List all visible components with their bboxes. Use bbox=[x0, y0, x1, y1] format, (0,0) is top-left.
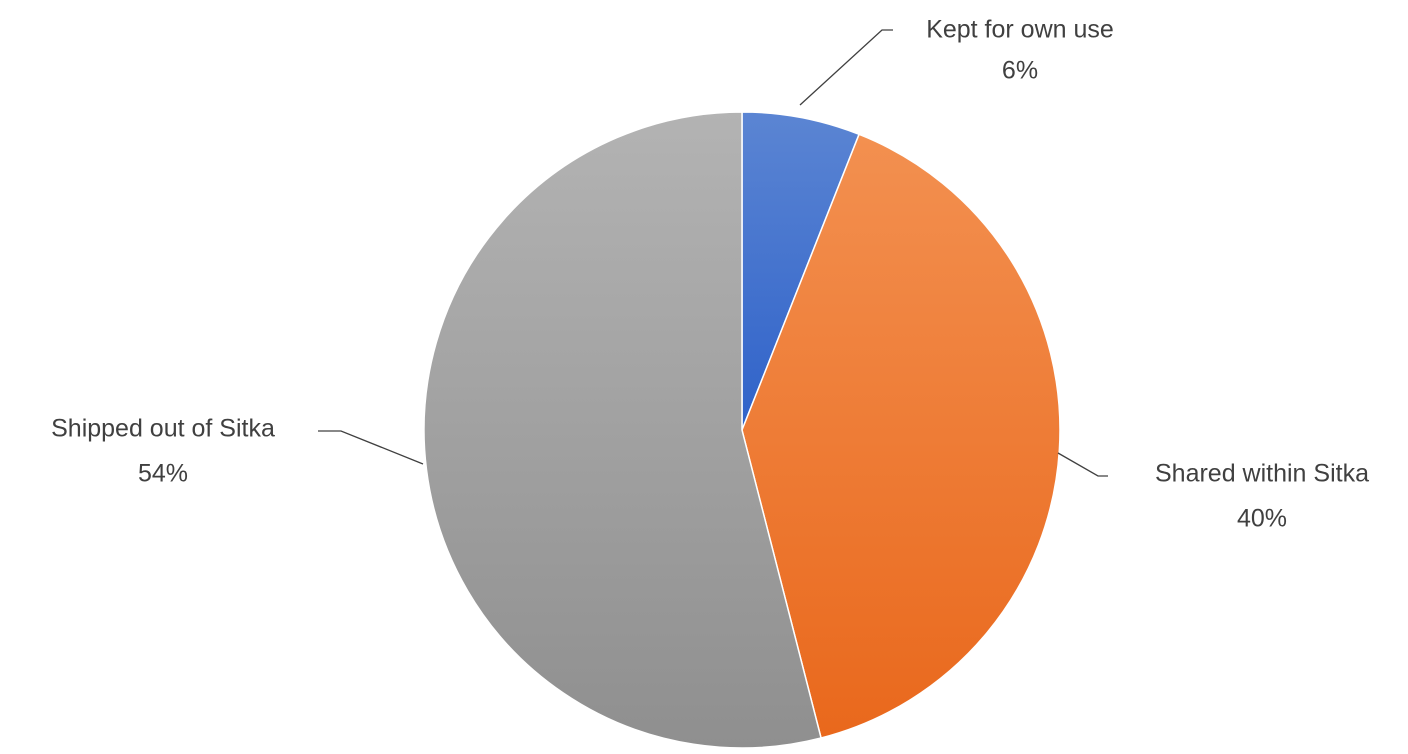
pie-slices bbox=[423, 111, 1061, 749]
slice-label-kept-for-own-use: Kept for own use bbox=[926, 16, 1114, 44]
data-labels: Kept for own use 6% Shared within Sitka 40%… bbox=[51, 16, 1369, 533]
slice-value-shared-within-sitka: 40% bbox=[1237, 505, 1287, 533]
slice-value-kept-for-own-use: 6% bbox=[1002, 57, 1038, 85]
leader-lines bbox=[318, 29, 1108, 477]
pie-slice-shared-within-sitka bbox=[741, 133, 1061, 739]
leader-line-shipped-out-of-sitka bbox=[318, 430, 424, 465]
slice-value-shipped-out-of-sitka: 54% bbox=[138, 460, 188, 488]
leader-line-shared-within-sitka bbox=[1057, 452, 1108, 477]
pie-slice-kept-for-own-use bbox=[741, 111, 861, 431]
leader-line-kept-for-own-use bbox=[799, 29, 893, 106]
slice-label-shared-within-sitka: Shared within Sitka bbox=[1155, 460, 1369, 488]
pie-slice-shipped-out-of-sitka bbox=[423, 111, 822, 749]
slice-label-shipped-out-of-sitka: Shipped out of Sitka bbox=[51, 415, 275, 443]
